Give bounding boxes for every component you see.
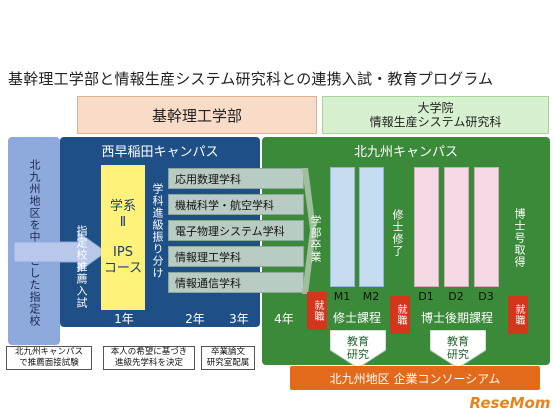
year-3: 3年: [229, 311, 249, 326]
department-flow-arrow: [302, 168, 316, 294]
kitakyushu-campus-title: 北九州キャンパス: [353, 144, 458, 160]
left-region-panel: [8, 137, 60, 345]
header-ips-line2: 情報生産システム研究科: [369, 115, 502, 129]
designated-school-recommendation-label: 指定校推薦入試: [75, 225, 88, 309]
m1-label: M1: [333, 289, 351, 303]
ips-box-line2: Ⅱ: [119, 214, 127, 230]
admission-arrow: [14, 232, 106, 272]
d3-column: [474, 167, 499, 287]
note-lab-assignment: 卒業論文 研究室配属: [201, 346, 255, 370]
dept-communications: 情報通信学科: [168, 272, 304, 293]
year-1: 1年: [114, 311, 134, 326]
dept-mechanical-aerospace: 機械科学・航空学科: [168, 194, 304, 215]
doctoral-course-label: 博士後期課程: [420, 310, 493, 325]
master-consortium-arrow: [330, 330, 386, 368]
kyoiku-line1-doctor: 教育: [447, 335, 469, 348]
education-research-label-doctor: 教育 研究: [438, 333, 478, 363]
d2-column: [444, 167, 469, 287]
resemom-logo: ReseMom: [469, 394, 551, 412]
doctor-consortium-arrow: [430, 330, 486, 368]
employment-badge-undergrad: 就職: [307, 292, 327, 330]
kyoiku-line2-doctor: 研究: [447, 348, 469, 361]
dept-computer-science: 情報理工学科: [168, 246, 304, 267]
note-department-choice: 本人の希望に基づき 進級先学科を決定: [103, 346, 195, 370]
employment-badge-master: 就職: [390, 296, 410, 334]
d1-label: D1: [418, 289, 434, 303]
year-2: 2年: [185, 311, 205, 326]
note-recommendation-interview: 北九州キャンパス で推薦面接試験: [6, 346, 92, 370]
education-research-label-master: 教育 研究: [338, 333, 378, 363]
header-ips-graduate-school: 大学院 情報生産システム研究科: [322, 96, 549, 134]
d3-label: D3: [478, 289, 494, 303]
m2-column: [359, 167, 384, 287]
diagram-title: 基幹理工学部と情報生産システム研究科との連携入試・教育プログラム: [8, 70, 494, 88]
ips-course-box: 学系 Ⅱ IPS コース: [101, 165, 145, 310]
ips-box-line3: IPS: [113, 244, 133, 260]
note2-line2: 進級先学科を決定: [114, 358, 183, 368]
year-4: 4年: [274, 311, 294, 326]
master-course-label: 修士課程: [332, 310, 381, 325]
note2-line1: 本人の希望に基づき: [110, 347, 188, 357]
master-completion-label: 修士修了: [391, 209, 404, 257]
header-kikan-faculty: 基幹理工学部: [77, 96, 317, 134]
dept-electronic-physics: 電子物理システム学科: [168, 220, 304, 241]
m1-column: [330, 167, 355, 287]
d1-column: [414, 167, 439, 287]
department-assignment-label: 学科進級振り分け: [151, 183, 164, 279]
ips-box-line1: 学系: [109, 198, 136, 214]
ips-box-line4: コース: [103, 260, 143, 276]
m2-label: M2: [362, 289, 380, 303]
undergraduate-graduation-label: 学部卒業: [309, 215, 322, 263]
kyoiku-line2-master: 研究: [347, 348, 369, 361]
dept-applied-math: 応用数理学科: [168, 168, 304, 189]
kyoiku-line1-master: 教育: [347, 335, 369, 348]
note1-line1: 北九州キャンパス: [14, 347, 83, 357]
doctorate-obtained-label: 博士号取得: [513, 208, 526, 268]
d2-label: D2: [448, 289, 464, 303]
note3-line1: 卒業論文: [210, 347, 245, 357]
note3-line2: 研究室配属: [206, 358, 250, 368]
industry-consortium-bar: 北九州地区 企業コンソーシアム: [290, 366, 540, 390]
note1-line2: で推薦面接試験: [19, 358, 79, 368]
west-campus-title: 西早稲田キャンパス: [101, 144, 219, 160]
header-ips-line1: 大学院: [417, 101, 454, 115]
employment-badge-doctor: 就職: [508, 296, 528, 334]
